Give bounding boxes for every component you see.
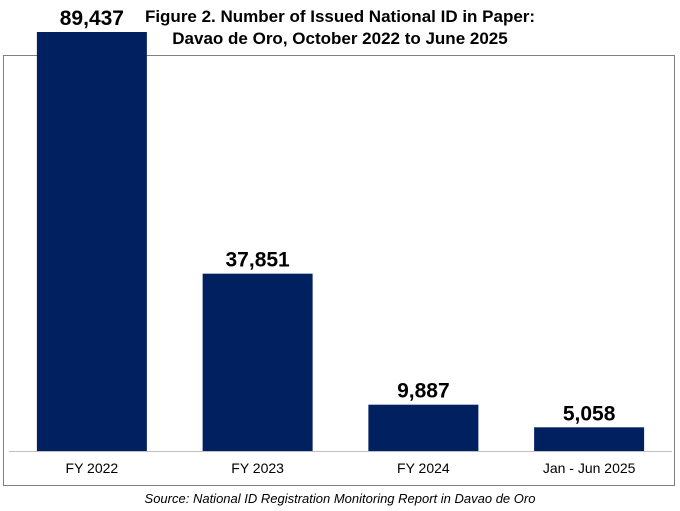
- x-tick-label-1: FY 2023: [231, 460, 284, 476]
- chart-title-line-1: Figure 2. Number of Issued National ID i…: [144, 7, 536, 26]
- data-label-1: 37,851: [226, 249, 291, 272]
- bar-3: [534, 427, 645, 451]
- x-tick-label-3: Jan - Jun 2025: [543, 460, 636, 476]
- data-label-0: 89,437: [60, 7, 124, 30]
- source-note: Source: National ID Registration Monitor…: [144, 491, 536, 506]
- chart-title-line-2: Davao de Oro, October 2022 to June 2025: [172, 29, 508, 48]
- bar-0: [36, 32, 147, 451]
- data-label-2: 9,887: [397, 380, 450, 403]
- x-tick-label-2: FY 2024: [397, 460, 450, 476]
- chart-frame: [3, 55, 675, 486]
- bar-chart: 89,437 FY 2022 37,851 FY 2023 9,887 FY 2024 5,…: [9, 7, 672, 476]
- chart-title: Figure 2. Number of Issued National ID i…: [0, 6, 680, 50]
- x-tick-label-0: FY 2022: [66, 460, 119, 476]
- bar-1: [202, 273, 313, 451]
- data-label-3: 5,058: [563, 402, 616, 425]
- bar-2: [368, 404, 479, 451]
